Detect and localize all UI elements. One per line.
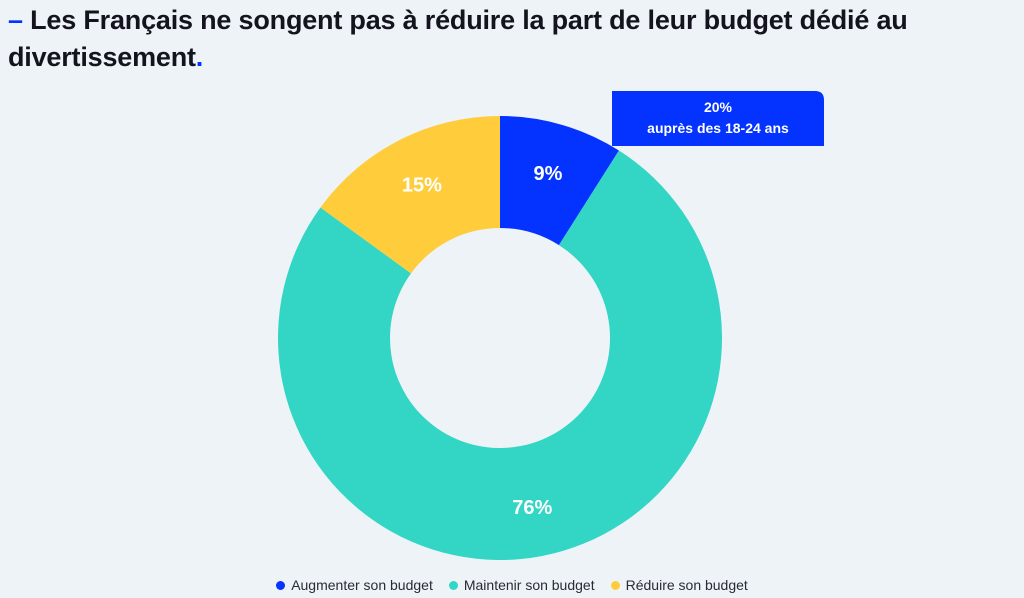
legend-item-augmenter: Augmenter son budget	[276, 577, 433, 593]
annotation-callout: 20% auprès des 18-24 ans	[612, 91, 824, 146]
title-period: .	[195, 42, 204, 72]
slice-label-reduire: 15%	[402, 175, 442, 197]
legend-label-augmenter: Augmenter son budget	[291, 577, 433, 593]
legend-swatch-augmenter	[276, 580, 286, 590]
slice-labels: 9% 76% 15%	[402, 163, 563, 519]
callout-subtext: auprès des 18-24 ans	[647, 120, 789, 136]
slice-label-augmenter: 9%	[534, 163, 563, 185]
chart-title: – Les Français ne songent pas à réduire …	[8, 2, 1022, 76]
title-dash: –	[8, 5, 23, 35]
legend-swatch-reduire	[610, 580, 620, 590]
legend-label-maintenir: Maintenir son budget	[463, 577, 595, 593]
slice-label-maintenir: 76%	[512, 497, 552, 519]
legend-label-reduire: Réduire son budget	[625, 577, 748, 593]
slice-augmenter	[500, 116, 619, 246]
slice-maintenir	[278, 150, 722, 561]
slice-reduire	[320, 116, 500, 274]
chart-legend: Augmenter son budget Maintenir son budge…	[0, 577, 1024, 593]
donut-slices	[278, 116, 722, 561]
legend-swatch-maintenir	[448, 580, 458, 590]
title-text: Les Français ne songent pas à réduire la…	[8, 5, 908, 72]
callout-box	[612, 91, 824, 146]
legend-item-reduire: Réduire son budget	[610, 577, 748, 593]
callout-value: 20%	[704, 99, 733, 115]
legend-item-maintenir: Maintenir son budget	[448, 577, 595, 593]
